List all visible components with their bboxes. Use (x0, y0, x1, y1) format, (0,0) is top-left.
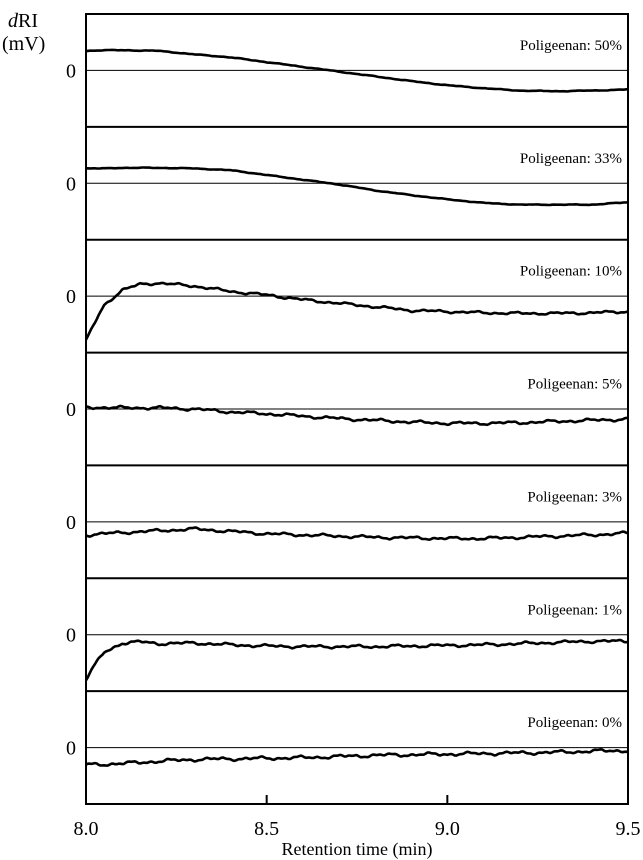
traces (84, 48, 629, 767)
x-tick-label: 9.5 (616, 818, 641, 840)
zero-tick-label: 0 (66, 625, 76, 647)
zero-tick-label: 0 (66, 173, 76, 195)
svg-text:dRI: dRI (8, 10, 38, 32)
y-axis-unit: (mV) (2, 33, 45, 55)
x-axis-title: Retention time (min) (282, 839, 433, 860)
series-trace (85, 526, 629, 541)
series-label: Poligeenan: 1% (527, 602, 622, 618)
series-trace (84, 281, 629, 341)
x-tick-label: 8.5 (254, 818, 279, 840)
series-trace (84, 638, 629, 681)
series-trace (85, 748, 629, 767)
series-label: Poligeenan: 0% (527, 715, 622, 731)
panels: 0 Poligeenan: 50% 0 Poligeenan: 33% 0 Poligee… (66, 38, 628, 760)
x-tick-label: 9.0 (435, 818, 460, 840)
zero-tick-label: 0 (66, 512, 76, 534)
series-label: Poligeenan: 10% (520, 264, 622, 280)
series-label: Poligeenan: 33% (520, 151, 622, 167)
x-axis: 8.0 8.5 9.0 9.5 (74, 795, 641, 840)
zero-tick-label: 0 (66, 60, 76, 82)
series-trace (85, 166, 629, 207)
series-label: Poligeenan: 5% (527, 377, 622, 393)
y-axis-label-prefix: d (8, 10, 19, 32)
zero-tick-label: 0 (66, 738, 76, 760)
zero-tick-label: 0 (66, 286, 76, 308)
x-tick-label: 8.0 (74, 818, 99, 840)
y-axis-label-main: RI (18, 10, 38, 32)
y-axis-label: dRI (mV) (2, 10, 45, 55)
series-label: Poligeenan: 50% (520, 38, 622, 54)
zero-tick-label: 0 (66, 399, 76, 421)
plot-frame (85, 13, 629, 805)
series-label: Poligeenan: 3% (527, 489, 622, 505)
series-trace (85, 404, 629, 427)
series-trace (85, 48, 629, 93)
